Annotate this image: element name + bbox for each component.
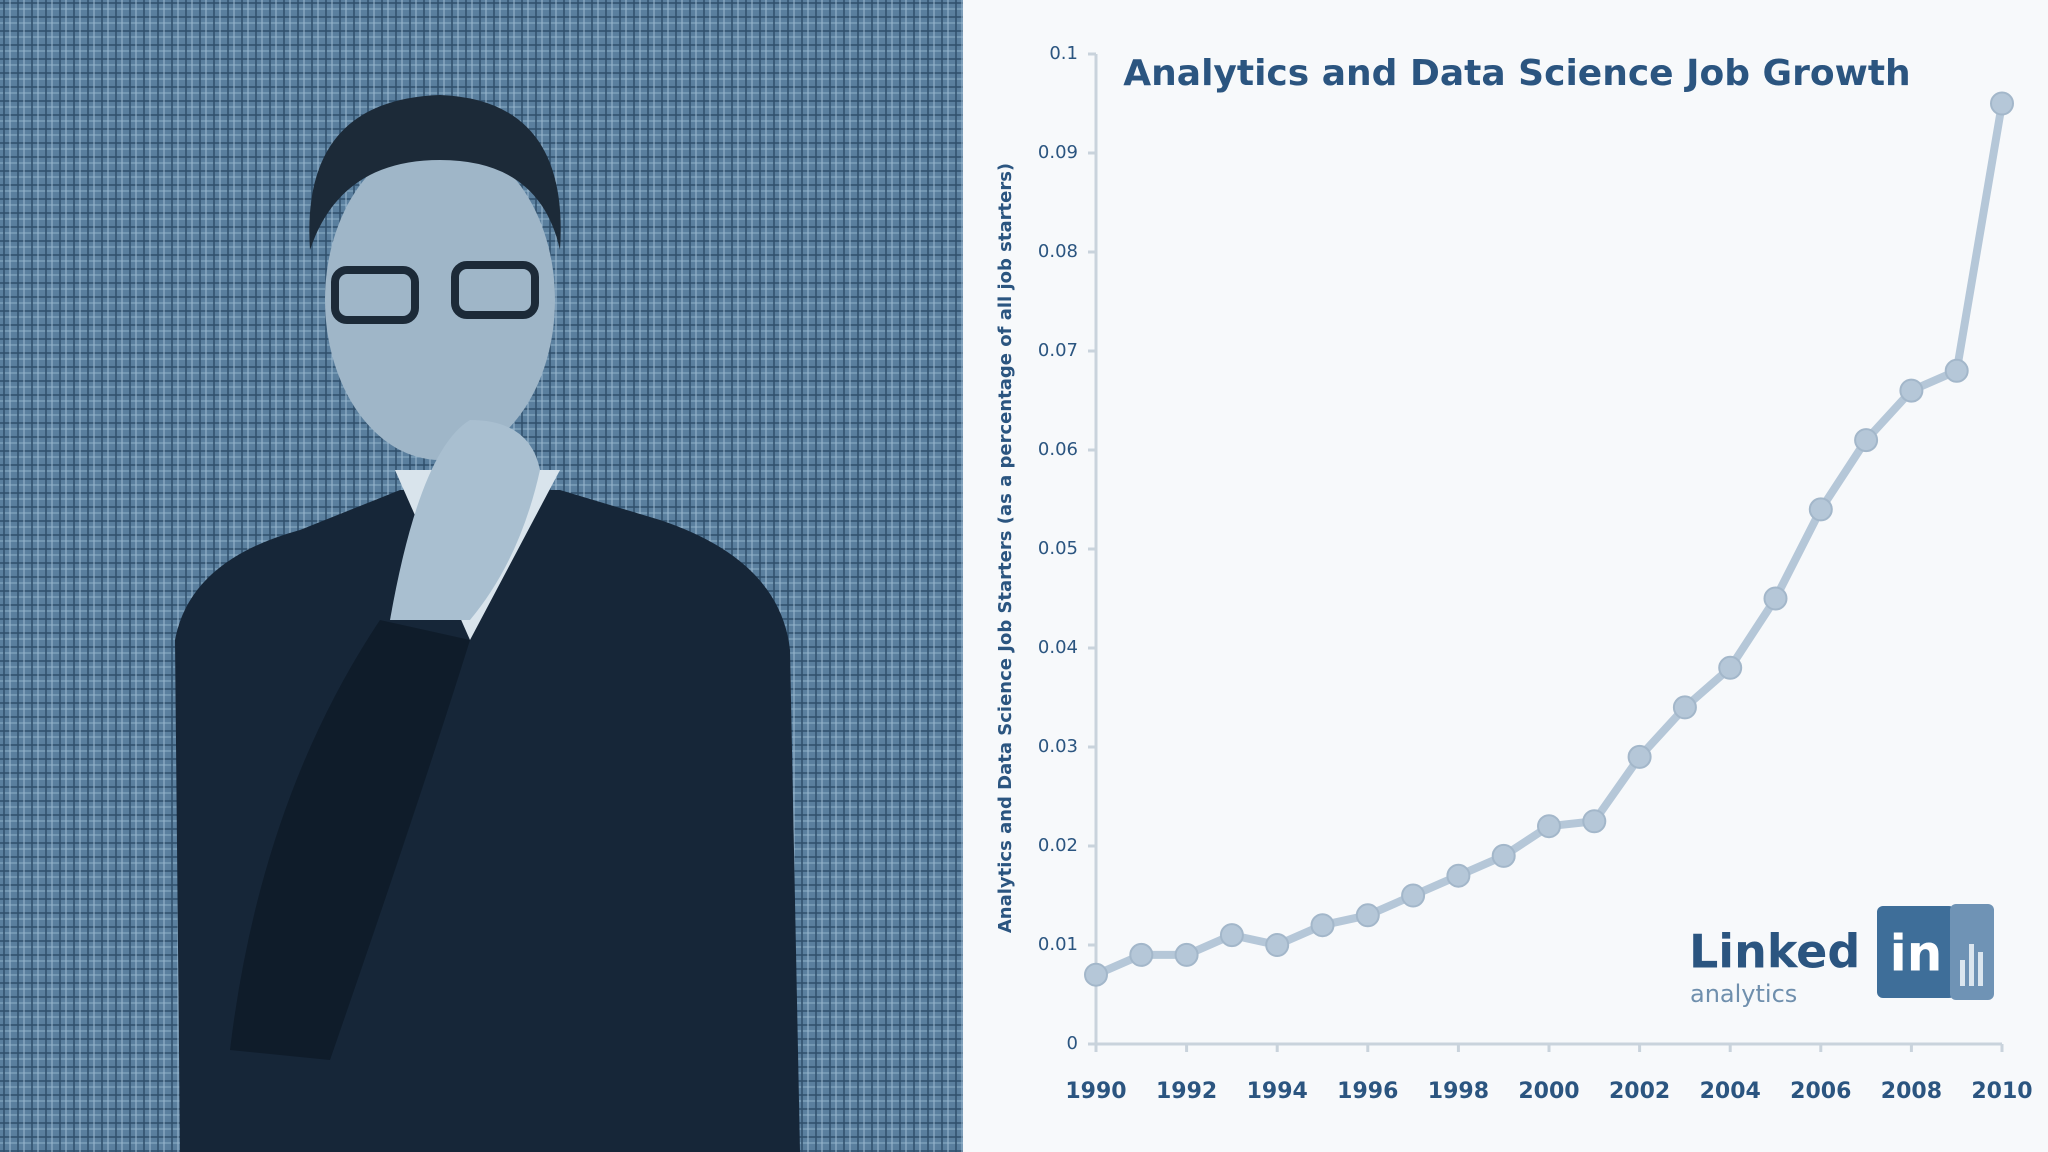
logo-badge (1877, 906, 1955, 998)
data-point (1990, 91, 2014, 116)
y-tick-label: 0 (1067, 1033, 1078, 1054)
x-tick-label: 2004 (1700, 1079, 1761, 1104)
data-point (1763, 586, 1788, 611)
x-tick-label: 1992 (1156, 1079, 1217, 1104)
y-tick-label: 0.08 (1038, 241, 1078, 262)
logo-badge-text: in (1890, 925, 1943, 983)
data-point (1854, 428, 1879, 453)
logo-chart-icon (1969, 944, 1974, 986)
face (325, 140, 555, 460)
data-point (1355, 903, 1380, 928)
chart-title: Analytics and Data Science Job Growth (1123, 53, 1910, 94)
data-point (1491, 843, 1516, 868)
data-point (1582, 809, 1607, 834)
arm (230, 620, 470, 1060)
x-tick-label: 1994 (1247, 1079, 1308, 1104)
data-point (1265, 933, 1290, 957)
hand (390, 420, 540, 620)
x-tick-label: 2000 (1518, 1079, 1579, 1104)
y-tick-label: 0.06 (1038, 439, 1078, 460)
y-tick-label: 0.05 (1038, 538, 1078, 559)
data-point (1174, 942, 1199, 967)
data-point (1808, 497, 1833, 522)
y-tick-label: 0.07 (1038, 340, 1078, 361)
data-point (1310, 913, 1335, 938)
data-point (1084, 962, 1108, 987)
photo (0, 0, 963, 1152)
x-tick-label: 1990 (1065, 1079, 1126, 1104)
data-point (1899, 378, 1924, 403)
data-point (1672, 695, 1697, 720)
y-tick-label: 0.03 (1038, 736, 1078, 757)
y-tick-label: 0.1 (1049, 43, 1078, 64)
data-point (1129, 942, 1154, 967)
x-tick-label: 2006 (1790, 1079, 1851, 1104)
x-tick-label: 2002 (1609, 1079, 1670, 1104)
data-point (1401, 883, 1426, 908)
x-tick-label: 2010 (1971, 1079, 2032, 1104)
hair (309, 95, 561, 250)
data-point (1944, 358, 1969, 383)
data-point (1219, 923, 1244, 948)
x-tick-label: 2008 (1881, 1079, 1942, 1104)
glasses (331, 266, 419, 324)
logo-chart-icon (1978, 952, 1983, 986)
data-point (1718, 655, 1743, 680)
y-tick-label: 0.02 (1038, 835, 1078, 856)
data-point (1446, 863, 1471, 888)
x-tick-label: 1996 (1337, 1079, 1398, 1104)
logo-word: Linked (1689, 925, 1860, 979)
y-axis-label: Analytics and Data Science Job Starters … (995, 163, 1016, 933)
data-point (1537, 814, 1561, 839)
logo: Linked analytics in (1689, 904, 1994, 1008)
x-tick-label: 1998 (1428, 1079, 1489, 1104)
y-tick-label: 0.01 (1038, 934, 1078, 955)
logo-subtitle: analytics (1690, 980, 1797, 1008)
y-tick-label: 0.04 (1038, 637, 1078, 658)
data-line (1094, 102, 2006, 979)
logo-chart-icon (1960, 960, 1965, 986)
y-tick-label: 0.09 (1038, 142, 1078, 163)
glasses (451, 261, 539, 319)
data-point (1627, 744, 1652, 769)
